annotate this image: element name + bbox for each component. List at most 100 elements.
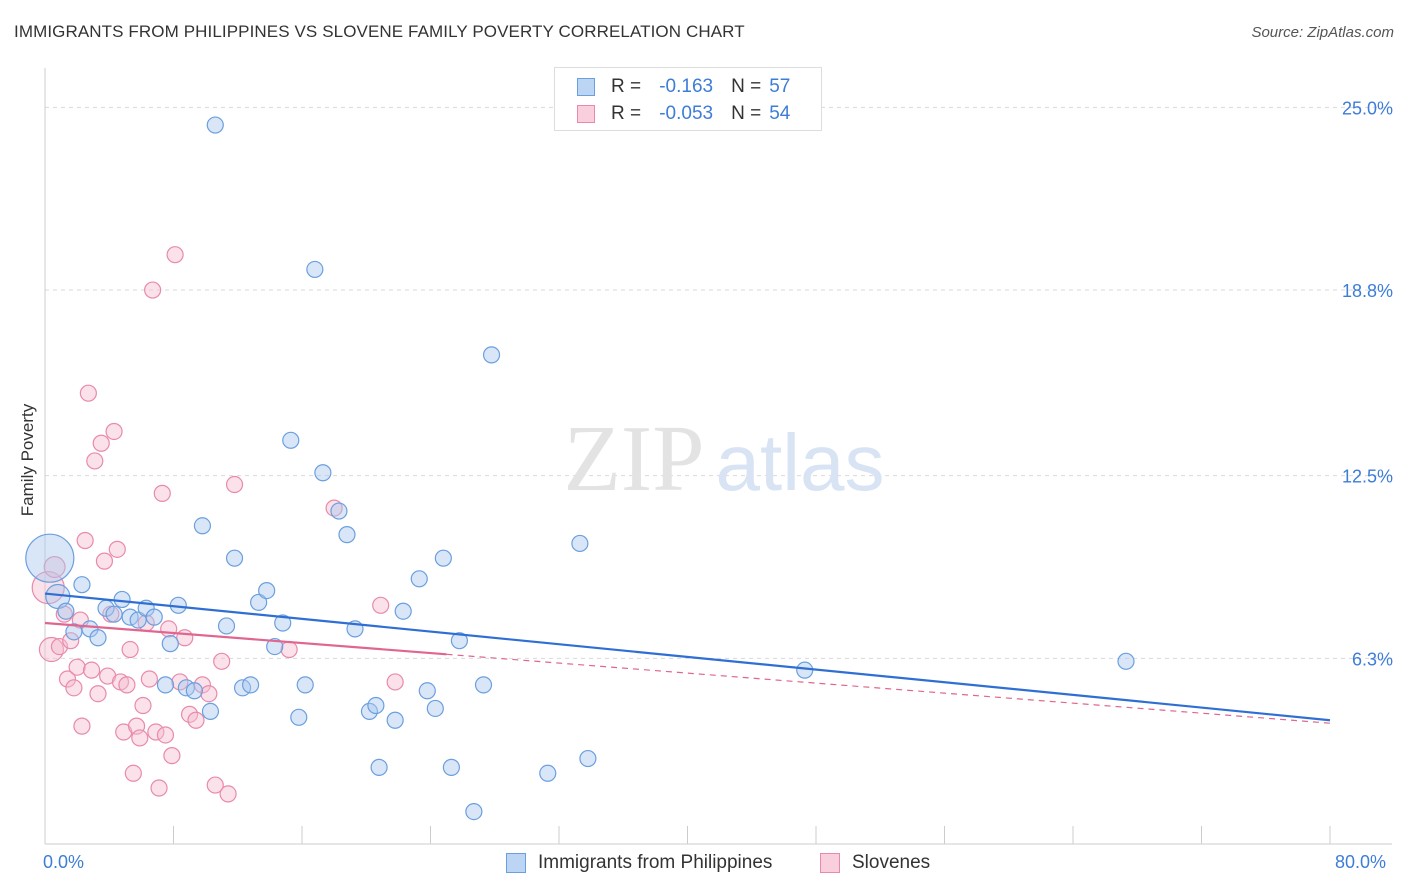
data-point-philippines (206, 116, 224, 134)
legend-r-label: R = (611, 103, 642, 124)
data-point-philippines (434, 549, 452, 567)
data-point-slovenes (206, 776, 224, 794)
data-point-philippines (145, 608, 163, 626)
legend-r-value: -0.163 (659, 76, 714, 97)
legend-n-value: 54 (769, 103, 791, 124)
data-point-philippines (57, 602, 75, 620)
data-point-philippines (156, 676, 175, 694)
data-point-slovenes (166, 246, 184, 264)
data-point-philippines (314, 464, 332, 482)
data-point-philippines (274, 614, 292, 632)
data-point-slovenes (58, 670, 77, 688)
data-point-philippines (296, 676, 314, 694)
legend-n-value: 57 (769, 76, 791, 97)
data-point-slovenes (131, 729, 149, 747)
data-point-slovenes (124, 764, 142, 782)
data-point-philippines (370, 758, 388, 776)
source-credit: Source: ZipAtlas.com (1251, 24, 1394, 41)
data-point-slovenes (372, 596, 390, 614)
data-point-slovenes (108, 540, 126, 558)
data-point-slovenes (62, 632, 80, 650)
data-point-slovenes (225, 475, 244, 494)
legend-swatch-blue (506, 853, 526, 873)
data-point-philippines (571, 534, 589, 553)
trend-line-slovenes-solid (44, 621, 447, 656)
data-point-slovenes (65, 679, 83, 697)
data-point-slovenes (73, 717, 91, 735)
data-point-philippines (193, 517, 212, 535)
data-point-philippines (394, 602, 412, 620)
data-point-philippines (465, 802, 483, 821)
y-tick-label: 12.5% (1342, 467, 1393, 487)
series-slovenes-points (31, 246, 404, 803)
data-point-philippines (442, 758, 460, 776)
data-point-slovenes (118, 676, 136, 694)
data-point-philippines (282, 431, 300, 449)
data-point-slovenes (92, 434, 110, 452)
x-tick-label-min: 0.0% (43, 852, 85, 872)
data-point-slovenes (89, 685, 107, 703)
gridlines (45, 106, 1392, 659)
watermark-atlas: atlas (716, 418, 885, 507)
data-point-philippines (330, 502, 348, 520)
legend-n-label: N = (731, 76, 762, 97)
data-point-slovenes (180, 705, 199, 723)
trend-lines (44, 592, 1331, 724)
legend-swatch-pink (577, 105, 595, 123)
data-point-philippines (161, 635, 179, 653)
data-point-philippines (225, 549, 244, 567)
data-point-philippines (360, 702, 379, 721)
data-point-slovenes (386, 673, 404, 691)
data-point-slovenes (219, 785, 237, 803)
data-point-philippines (450, 632, 469, 650)
data-point-philippines (113, 590, 131, 609)
data-point-philippines (579, 749, 597, 768)
data-point-slovenes (171, 673, 189, 691)
trend-line-philippines-solid (44, 592, 1331, 722)
data-point-slovenes (140, 670, 159, 688)
data-point-philippines (217, 617, 236, 635)
data-point-slovenes (325, 499, 343, 517)
data-point-slovenes (105, 422, 123, 441)
data-point-philippines (306, 260, 324, 279)
data-point-philippines (410, 570, 428, 588)
legend-swatch-pink (820, 853, 840, 873)
data-point-slovenes (163, 747, 181, 765)
data-point-philippines (258, 581, 276, 600)
legend-item-slovenes: Slovenes (820, 852, 930, 874)
trend-line-slovenes-dashed (446, 653, 1331, 724)
data-point-philippines (25, 533, 75, 583)
y-tick-label: 6.3% (1352, 649, 1393, 669)
data-point-philippines (185, 682, 203, 700)
data-point-slovenes (200, 685, 218, 703)
data-point-philippines (796, 661, 814, 679)
legend-label-philippines: Immigrants from Philippines (538, 852, 773, 873)
data-point-philippines (474, 676, 493, 694)
series-philippines-points (25, 116, 1135, 821)
data-point-slovenes (280, 640, 298, 659)
data-point-slovenes (150, 779, 168, 797)
data-point-philippines (338, 526, 356, 544)
y-tick-labels: 25.0% 18.8% 12.5% 6.3% (1342, 98, 1393, 669)
data-point-slovenes (156, 726, 175, 744)
data-point-slovenes (160, 620, 178, 638)
legend-item-philippines: Immigrants from Philippines (506, 852, 772, 874)
legend-label-slovenes: Slovenes (852, 852, 931, 873)
correlation-legend: R = -0.163 N = 57 R = -0.053 N = 54 (554, 67, 822, 131)
legend-n-label: N = (731, 103, 762, 124)
watermark-zip: ZIP (564, 407, 705, 511)
legend-r-value: -0.053 (659, 103, 714, 124)
data-point-slovenes (153, 484, 171, 502)
data-point-slovenes (76, 531, 94, 550)
data-point-philippines (105, 605, 123, 623)
chart-title: IMMIGRANTS FROM PHILIPPINES VS SLOVENE F… (14, 22, 745, 41)
y-tick-label: 18.8% (1342, 281, 1393, 301)
data-point-philippines (266, 637, 284, 656)
data-point-slovenes (134, 696, 152, 715)
data-point-philippines (1117, 652, 1135, 670)
data-point-philippines (539, 764, 557, 782)
data-point-philippines (89, 629, 107, 647)
data-point-philippines (426, 699, 444, 718)
data-point-philippines (73, 576, 91, 594)
